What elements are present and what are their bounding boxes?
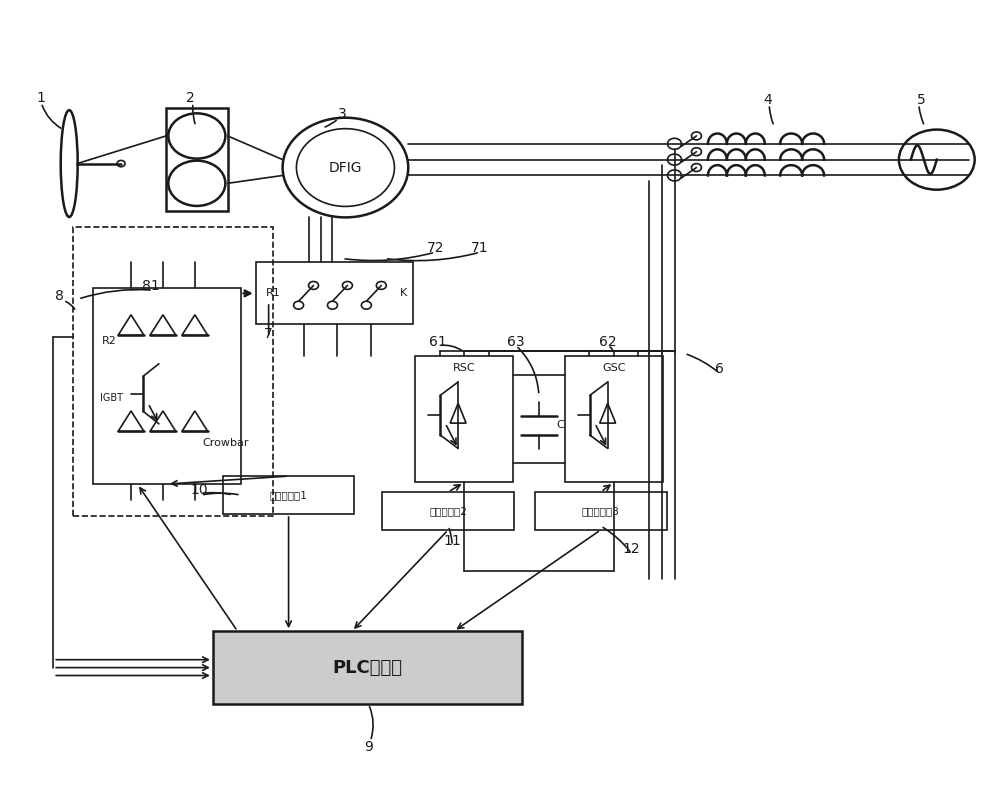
Bar [73,227,273,515]
Text: 电流传感器3: 电流传感器3 [582,506,620,516]
Text: 3: 3 [338,106,347,121]
Text: R2: R2 [102,336,117,346]
Text: R1: R1 [266,288,281,299]
Text: 71: 71 [471,241,489,255]
Text: 6: 6 [715,362,724,376]
Bar [415,356,513,483]
Text: K: K [400,288,407,299]
Bar [93,287,241,484]
Text: 12: 12 [623,542,640,556]
Bar [223,476,354,514]
Bar [166,108,228,211]
Text: 63: 63 [507,334,525,349]
Text: 61: 61 [429,334,447,349]
Text: 电流传感器2: 电流传感器2 [429,506,467,516]
Bar [213,631,522,704]
Bar [382,492,514,530]
Text: 11: 11 [443,534,461,548]
Text: C: C [557,421,565,430]
Text: 9: 9 [364,740,373,754]
Bar [565,356,663,483]
Text: 4: 4 [763,93,772,107]
Text: 7: 7 [264,326,273,341]
Text: PLC控制器: PLC控制器 [332,658,402,676]
Text: IGBT: IGBT [100,393,123,403]
Text: Crowbar: Crowbar [203,437,249,448]
Text: 1: 1 [37,91,46,105]
Text: 72: 72 [426,241,444,255]
Text: GSC: GSC [602,363,625,372]
Text: 电流传感器1: 电流传感器1 [270,490,308,500]
Text: 81: 81 [142,279,160,293]
Text: 10: 10 [190,484,208,497]
Text: RSC: RSC [453,363,475,372]
Text: 5: 5 [916,93,925,107]
Text: 2: 2 [186,91,195,105]
Text: DFIG: DFIG [329,160,362,175]
Bar [535,492,667,530]
Text: 62: 62 [599,334,617,349]
Bar [256,263,413,324]
Text: 8: 8 [55,289,64,303]
